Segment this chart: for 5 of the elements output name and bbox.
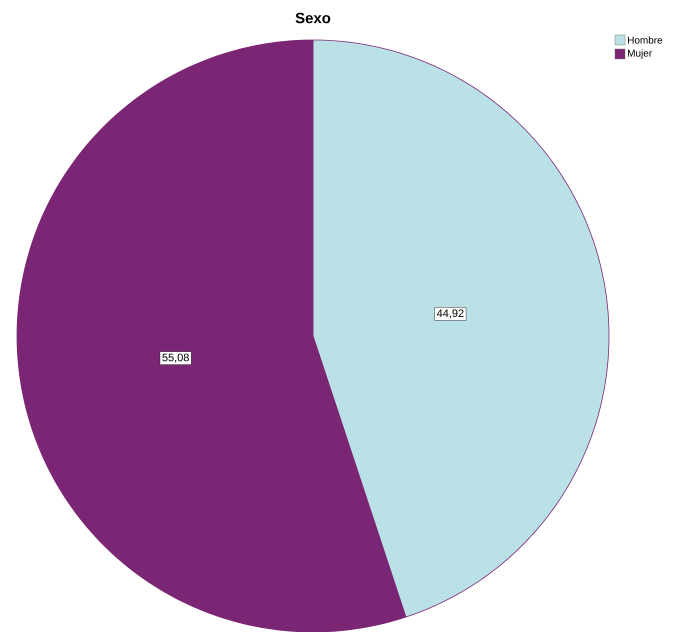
- data-label: 55,08: [162, 354, 189, 363]
- data-label: 44,92: [436, 309, 464, 318]
- legend-label: Hombre: [628, 36, 662, 44]
- legend-label: Mujer: [628, 49, 652, 59]
- chart-title: Sexo: [296, 12, 330, 24]
